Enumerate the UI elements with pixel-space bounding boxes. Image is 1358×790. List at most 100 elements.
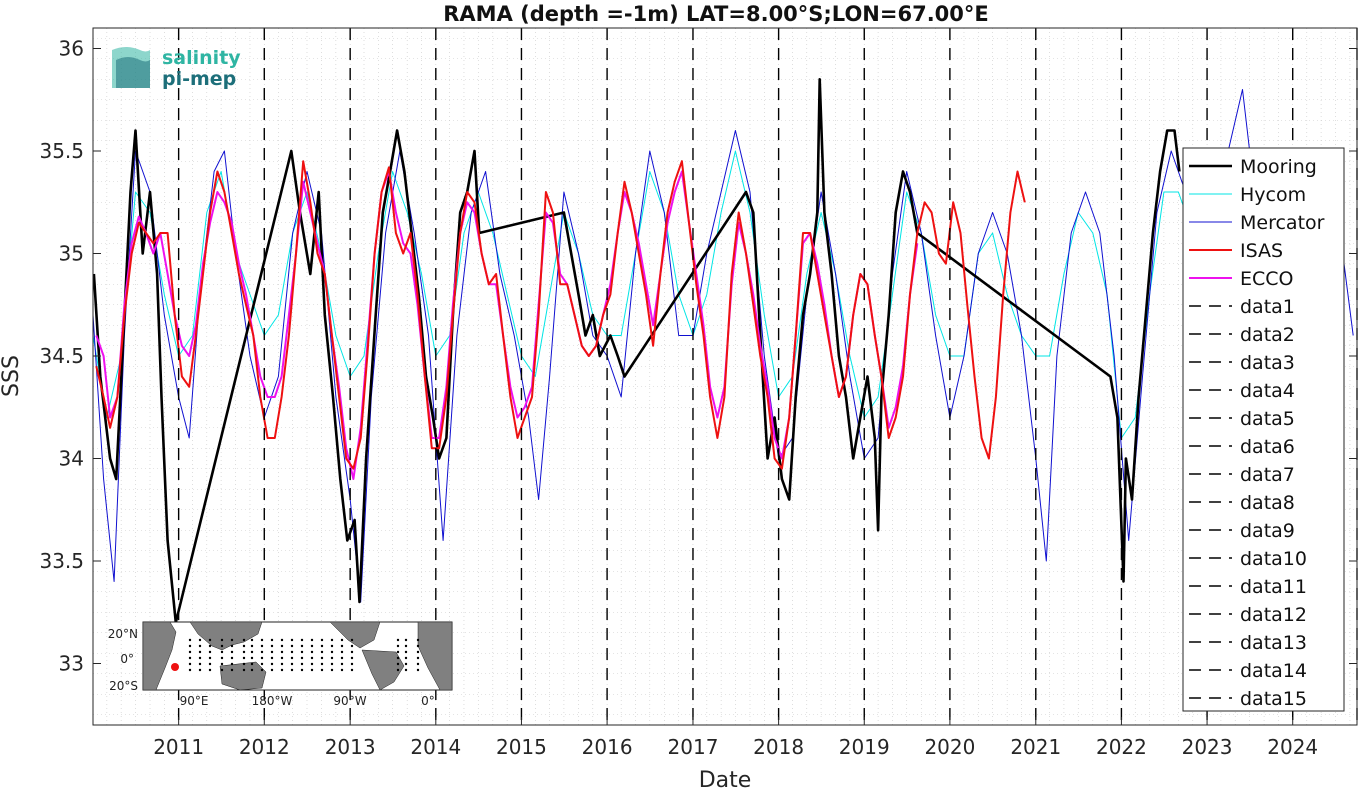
mooring-dot [242, 638, 246, 642]
mooring-dot [290, 650, 294, 654]
x-tick-label: 2019 [839, 735, 890, 759]
mooring-dot [350, 638, 354, 642]
mooring-dot [230, 650, 234, 654]
x-tick-label: 2017 [668, 735, 719, 759]
y-axis-label: SSS [0, 355, 24, 397]
x-tick-label: 2014 [410, 735, 461, 759]
legend-label: Hycom [1240, 184, 1306, 206]
legend-label: data9 [1240, 520, 1295, 542]
mooring-dot [188, 656, 192, 660]
mooring-dot [260, 662, 264, 666]
mooring-dot [270, 656, 274, 660]
legend-label: data4 [1240, 380, 1295, 402]
mooring-dot [340, 650, 344, 654]
mooring-dot [260, 650, 264, 654]
mooring-dot [280, 662, 284, 666]
legend: Mooring Hycom Mercator ISAS ECCO data1 data2 da… [1182, 147, 1345, 712]
y-tick-label: 36 [59, 37, 84, 61]
mooring-dot [310, 656, 314, 660]
mooring-dot [310, 668, 314, 672]
mooring-dot [270, 644, 274, 648]
mooring-dot [404, 638, 408, 642]
mooring-dot [290, 668, 294, 672]
mooring-dot [208, 668, 212, 672]
legend-label: data6 [1240, 436, 1295, 458]
inset-map-xtick: 0° [421, 694, 435, 708]
mooring-dot [300, 668, 304, 672]
legend-label: data12 [1240, 604, 1307, 626]
mooring-dot [260, 644, 264, 648]
mooring-dot [188, 668, 192, 672]
mooring-dot [242, 650, 246, 654]
legend-label: data15 [1240, 688, 1307, 710]
mooring-dot [330, 668, 334, 672]
legend-label: data11 [1240, 576, 1307, 598]
mooring-dot [350, 668, 354, 672]
mooring-dot [330, 650, 334, 654]
x-tick-label: 2020 [924, 735, 975, 759]
mooring-dot [340, 644, 344, 648]
mooring-dot [416, 668, 420, 672]
mooring-dot [310, 644, 314, 648]
logo-wave-icon [116, 57, 150, 88]
mooring-dot [320, 644, 324, 648]
mooring-dot [280, 656, 284, 660]
y-tick-label: 34.5 [39, 344, 84, 368]
x-tick-label: 2016 [582, 735, 633, 759]
inset-map-ytick: 20°S [109, 679, 138, 693]
mooring-dot [260, 638, 264, 642]
mooring-dot [416, 638, 420, 642]
mooring-dot [208, 638, 212, 642]
x-tick-label: 2021 [1010, 735, 1061, 759]
mooring-dot [230, 638, 234, 642]
y-axis: 33 33.5 34 34.5 35 35.5 36 [39, 37, 1357, 676]
inset-map-xtick: 180°W [252, 694, 293, 708]
legend-label: Mercator [1240, 212, 1325, 234]
mooring-dot [230, 668, 234, 672]
mooring-dot [188, 644, 192, 648]
mooring-dot [300, 644, 304, 648]
mooring-dot [270, 650, 274, 654]
x-tick-label: 2023 [1182, 735, 1233, 759]
x-tick-label: 2022 [1096, 735, 1147, 759]
mooring-dot [220, 656, 224, 660]
mooring-dot [198, 644, 202, 648]
series-isas [95, 160, 1026, 470]
mooring-dot [280, 650, 284, 654]
legend-label: data7 [1240, 464, 1295, 486]
y-tick-label: 34 [59, 447, 84, 471]
mooring-dot [230, 656, 234, 660]
mooring-dot [220, 644, 224, 648]
plot-frame [92, 27, 1358, 726]
inset-map-land-asia [189, 621, 263, 651]
mooring-dot [404, 656, 408, 660]
mooring-dot [208, 644, 212, 648]
inset-map-land-south-america [361, 649, 405, 691]
legend-label: data5 [1240, 408, 1295, 430]
mooring-dot [242, 656, 246, 660]
mooring-dot [250, 656, 254, 660]
y-tick-label: 33 [59, 652, 84, 676]
mooring-dot [250, 644, 254, 648]
x-tick-label: 2013 [325, 735, 376, 759]
y-tick-label: 33.5 [39, 549, 84, 573]
mooring-dot [242, 662, 246, 666]
mooring-dot [320, 668, 324, 672]
series-mooring [92, 78, 1181, 624]
mooring-dot [250, 650, 254, 654]
mooring-dot [310, 650, 314, 654]
mooring-dot [290, 638, 294, 642]
mooring-dot [404, 662, 408, 666]
mooring-dot [270, 638, 274, 642]
mooring-dot [198, 656, 202, 660]
mooring-dot [416, 656, 420, 660]
mooring-dot [250, 668, 254, 672]
legend-label: data2 [1240, 324, 1295, 346]
mooring-dot [396, 656, 400, 660]
inset-map-land-africa [142, 621, 177, 691]
mooring-dot [188, 638, 192, 642]
x-axis-label: Date [699, 768, 752, 790]
inset-map: 20°N 0° 20°S 90°E 180°W 90°W 0° [108, 621, 453, 708]
mooring-dot [188, 650, 192, 654]
